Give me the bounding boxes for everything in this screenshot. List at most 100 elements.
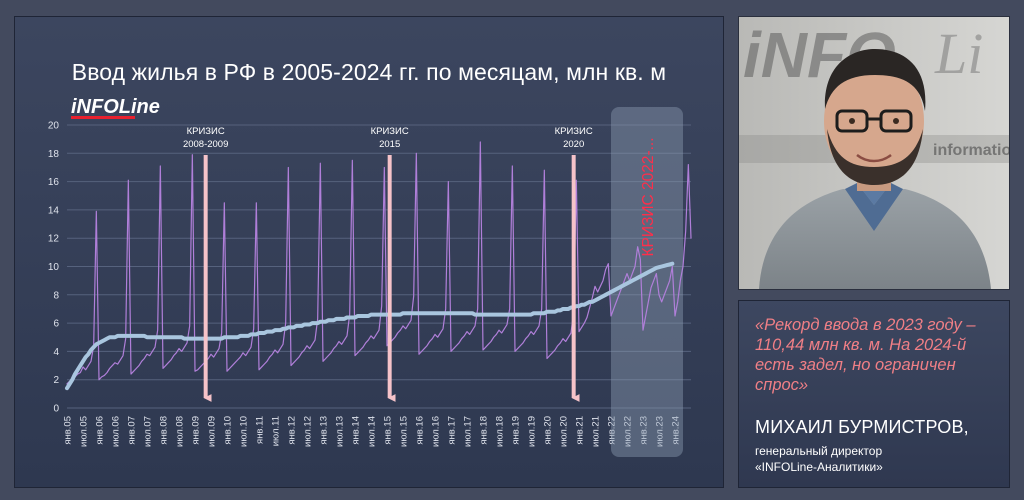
x-tick-text: июл.12 [303,416,314,447]
y-axis: 0 2 4 6 8 10 12 14 16 18 20 [48,121,60,415]
y-tick-label: 12 [48,234,60,245]
x-tick-label: июл.11 [271,416,282,446]
x-tick-text: янв.20 [543,416,554,445]
crisis-period-label: КРИЗИС 2022-... [640,137,657,256]
x-tick-text: июл.19 [527,416,538,447]
y-tick-label: 10 [48,262,60,273]
logo-text: iNFOLine [71,96,160,118]
crisis-marker: КРИЗИС 2015 [371,126,409,402]
crisis-label: 2015 [379,139,400,150]
x-tick-text: июл.05 [79,416,90,447]
x-tick-text: янв.10 [223,416,234,445]
x-tick-text: янв.21 [575,416,586,445]
x-tick-text: янв.17 [447,416,458,445]
x-tick-text: янв.14 [351,416,362,445]
trend-line [65,261,675,391]
x-axis: янв.05 июл.05 янв.06 июл.06 янв.07 июл.07 янв.… [63,416,682,447]
x-tick-text: янв.06 [95,416,106,445]
x-tick-text: янв.11 [255,416,266,444]
crisis-period-rect [611,107,683,457]
quote-panel: «Рекорд ввода в 2023 году – 110,44 млн к… [738,300,1010,488]
x-tick-label: янв.20 [543,416,554,445]
x-tick-label: янв.05 [63,416,74,445]
y-tick-label: 6 [53,319,59,330]
chart-panel: Ввод жилья в РФ в 2005-2024 гг. по месяц… [14,16,724,488]
x-tick-label: янв.08 [159,416,170,445]
x-tick-text: янв.15 [383,416,394,445]
person-role-line: «INFOLine-Аналитики» [755,460,883,474]
x-tick-label: янв.09 [191,416,202,445]
x-tick-text: янв.08 [159,416,170,445]
crisis-label: КРИЗИС [187,126,225,137]
y-tick-label: 16 [48,177,60,188]
person-role: генеральный директор «INFOLine-Аналитики… [755,443,1005,475]
x-tick-label: июл.09 [207,416,218,447]
x-tick-text: янв.13 [319,416,330,445]
crisis-label: КРИЗИС [371,126,409,137]
x-tick-text: июл.22 [623,416,634,447]
x-tick-label: янв.12 [287,416,298,445]
x-tick-label: июл.07 [143,416,154,447]
x-tick-label: июл.05 [79,416,90,447]
y-tick-label: 20 [48,121,60,132]
x-tick-text: июл.23 [655,416,666,447]
x-tick-label: янв.24 [671,416,682,445]
crisis-period-band: КРИЗИС 2022-... [611,107,683,457]
x-tick-label: июл.16 [431,416,442,447]
x-tick-label: июл.06 [111,416,122,447]
x-tick-text: июл.18 [495,416,506,447]
x-tick-label: июл.23 [655,416,666,447]
x-tick-text: июл.15 [399,416,410,447]
x-tick-label: янв.11 [255,416,266,444]
crisis-label: 2020 [563,139,584,150]
x-tick-text: янв.12 [287,416,298,445]
y-tick-label: 8 [53,290,59,301]
x-tick-label: июл.08 [175,416,186,447]
photo-bg-logo-text-2: Li [934,21,983,86]
x-tick-text: июл.08 [175,416,186,447]
x-tick-label: янв.13 [319,416,330,445]
x-tick-label: июл.18 [495,416,506,447]
x-tick-text: июл.07 [143,416,154,447]
x-tick-label: июл.13 [335,416,346,447]
x-tick-label: янв.23 [639,416,650,445]
x-tick-label: янв.22 [607,416,618,445]
x-tick-label: янв.21 [575,416,586,445]
x-tick-text: янв.07 [127,416,138,445]
x-tick-label: янв.16 [415,416,426,445]
crisis-period-text: КРИЗИС 2022-... [640,137,657,256]
x-tick-label: янв.07 [127,416,138,445]
y-tick-label: 0 [53,404,59,415]
crisis-marker: КРИЗИС 2008-2009 [183,126,228,402]
x-tick-text: янв.16 [415,416,426,445]
x-tick-text: июл.06 [111,416,122,447]
crisis-markers: КРИЗИС 2008-2009 КРИЗИС 2015 КРИЗИС 2020 [183,126,593,402]
y-tick-label: 4 [53,347,59,358]
y-tick-label: 14 [48,205,60,216]
chart-title: Ввод жилья в РФ в 2005-2024 гг. по месяц… [71,59,667,85]
person-role-line: генеральный директор [755,444,883,458]
y-tick-label: 2 [53,375,59,386]
x-tick-label: июл.20 [559,416,570,447]
series [65,141,692,391]
x-tick-label: июл.15 [399,416,410,447]
x-tick-label: янв.15 [383,416,394,445]
x-tick-label: июл.14 [367,416,378,447]
x-tick-label: янв.17 [447,416,458,445]
x-tick-text: янв.19 [511,416,522,445]
person-name: МИХАИЛ БУРМИСТРОВ, [755,417,969,437]
x-tick-text: июл.14 [367,416,378,447]
x-tick-label: июл.22 [623,416,634,447]
x-tick-label: июл.17 [463,416,474,447]
x-tick-label: янв.19 [511,416,522,445]
photo-bg-info-text: information [933,142,1009,159]
x-tick-text: июл.10 [239,416,250,447]
x-tick-label: июл.21 [591,416,602,447]
x-tick-text: июл.11 [271,416,282,446]
monthly-line [66,141,692,385]
x-tick-text: янв.09 [191,416,202,445]
x-tick-text: янв.05 [63,416,74,445]
gridlines [67,124,691,409]
x-tick-text: июл.13 [335,416,346,447]
